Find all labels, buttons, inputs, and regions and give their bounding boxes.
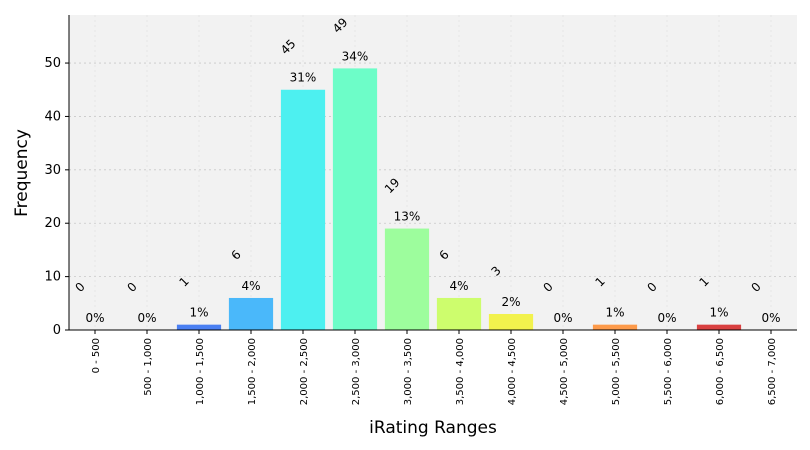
percent-label: 31% (290, 71, 317, 85)
x-axis-title: iRating Ranges (369, 418, 497, 438)
y-tick-label: 30 (44, 163, 61, 178)
percent-label: 0% (553, 311, 572, 325)
x-tick-label: 1,000 - 1,500 (195, 338, 206, 405)
percent-label: 0% (137, 311, 156, 325)
x-tick-label: 3,500 - 4,000 (455, 338, 466, 405)
bar-7 (384, 228, 430, 330)
x-tick-label: 5,000 - 5,500 (611, 338, 622, 405)
bar-5 (280, 89, 326, 331)
bar-8 (436, 297, 482, 330)
percent-label: 4% (241, 279, 260, 293)
x-tick-label: 0 - 500 (91, 338, 102, 373)
percent-label: 0% (657, 311, 676, 325)
percent-label: 2% (501, 295, 520, 309)
percent-label: 1% (189, 306, 208, 320)
percent-label: 0% (761, 311, 780, 325)
y-tick-label: 50 (44, 56, 61, 71)
y-tick-label: 40 (44, 109, 61, 124)
x-tick-label: 4,000 - 4,500 (507, 338, 518, 405)
x-tick-label: 3,000 - 3,500 (403, 338, 414, 405)
bar-13 (696, 324, 742, 330)
x-tick-label: 4,500 - 5,000 (559, 338, 570, 405)
x-tick-label: 5,500 - 6,000 (663, 338, 674, 405)
bar-6 (332, 68, 378, 330)
bars (176, 68, 742, 331)
x-tick-label: 6,500 - 7,000 (767, 338, 778, 405)
bar-4 (228, 297, 274, 330)
y-tick-label: 20 (44, 216, 61, 231)
x-tick-label: 500 - 1,000 (143, 338, 154, 396)
percent-label: 4% (449, 279, 468, 293)
bar-9 (488, 313, 534, 330)
percent-label: 1% (709, 306, 728, 320)
y-tick-label: 10 (44, 270, 61, 285)
x-tick-label: 6,000 - 6,500 (715, 338, 726, 405)
percent-label: 34% (342, 49, 369, 63)
x-tick-label: 1,500 - 2,000 (247, 338, 258, 405)
percent-label: 13% (394, 210, 421, 224)
x-tick-label: 2,500 - 3,000 (351, 338, 362, 405)
axes: 0 10 20 30 40 50 0 - 500 500 - 1,000 1,000 - 1,5… (44, 15, 797, 405)
x-tick-label: 2,000 - 2,500 (299, 338, 310, 405)
plot-area (69, 15, 797, 330)
bar-3 (176, 324, 222, 330)
y-tick-label: 0 (53, 323, 61, 338)
percent-label: 0% (85, 311, 104, 325)
bar-11 (592, 324, 638, 330)
percent-label: 1% (605, 306, 624, 320)
y-axis-title: Frequency (12, 129, 32, 217)
